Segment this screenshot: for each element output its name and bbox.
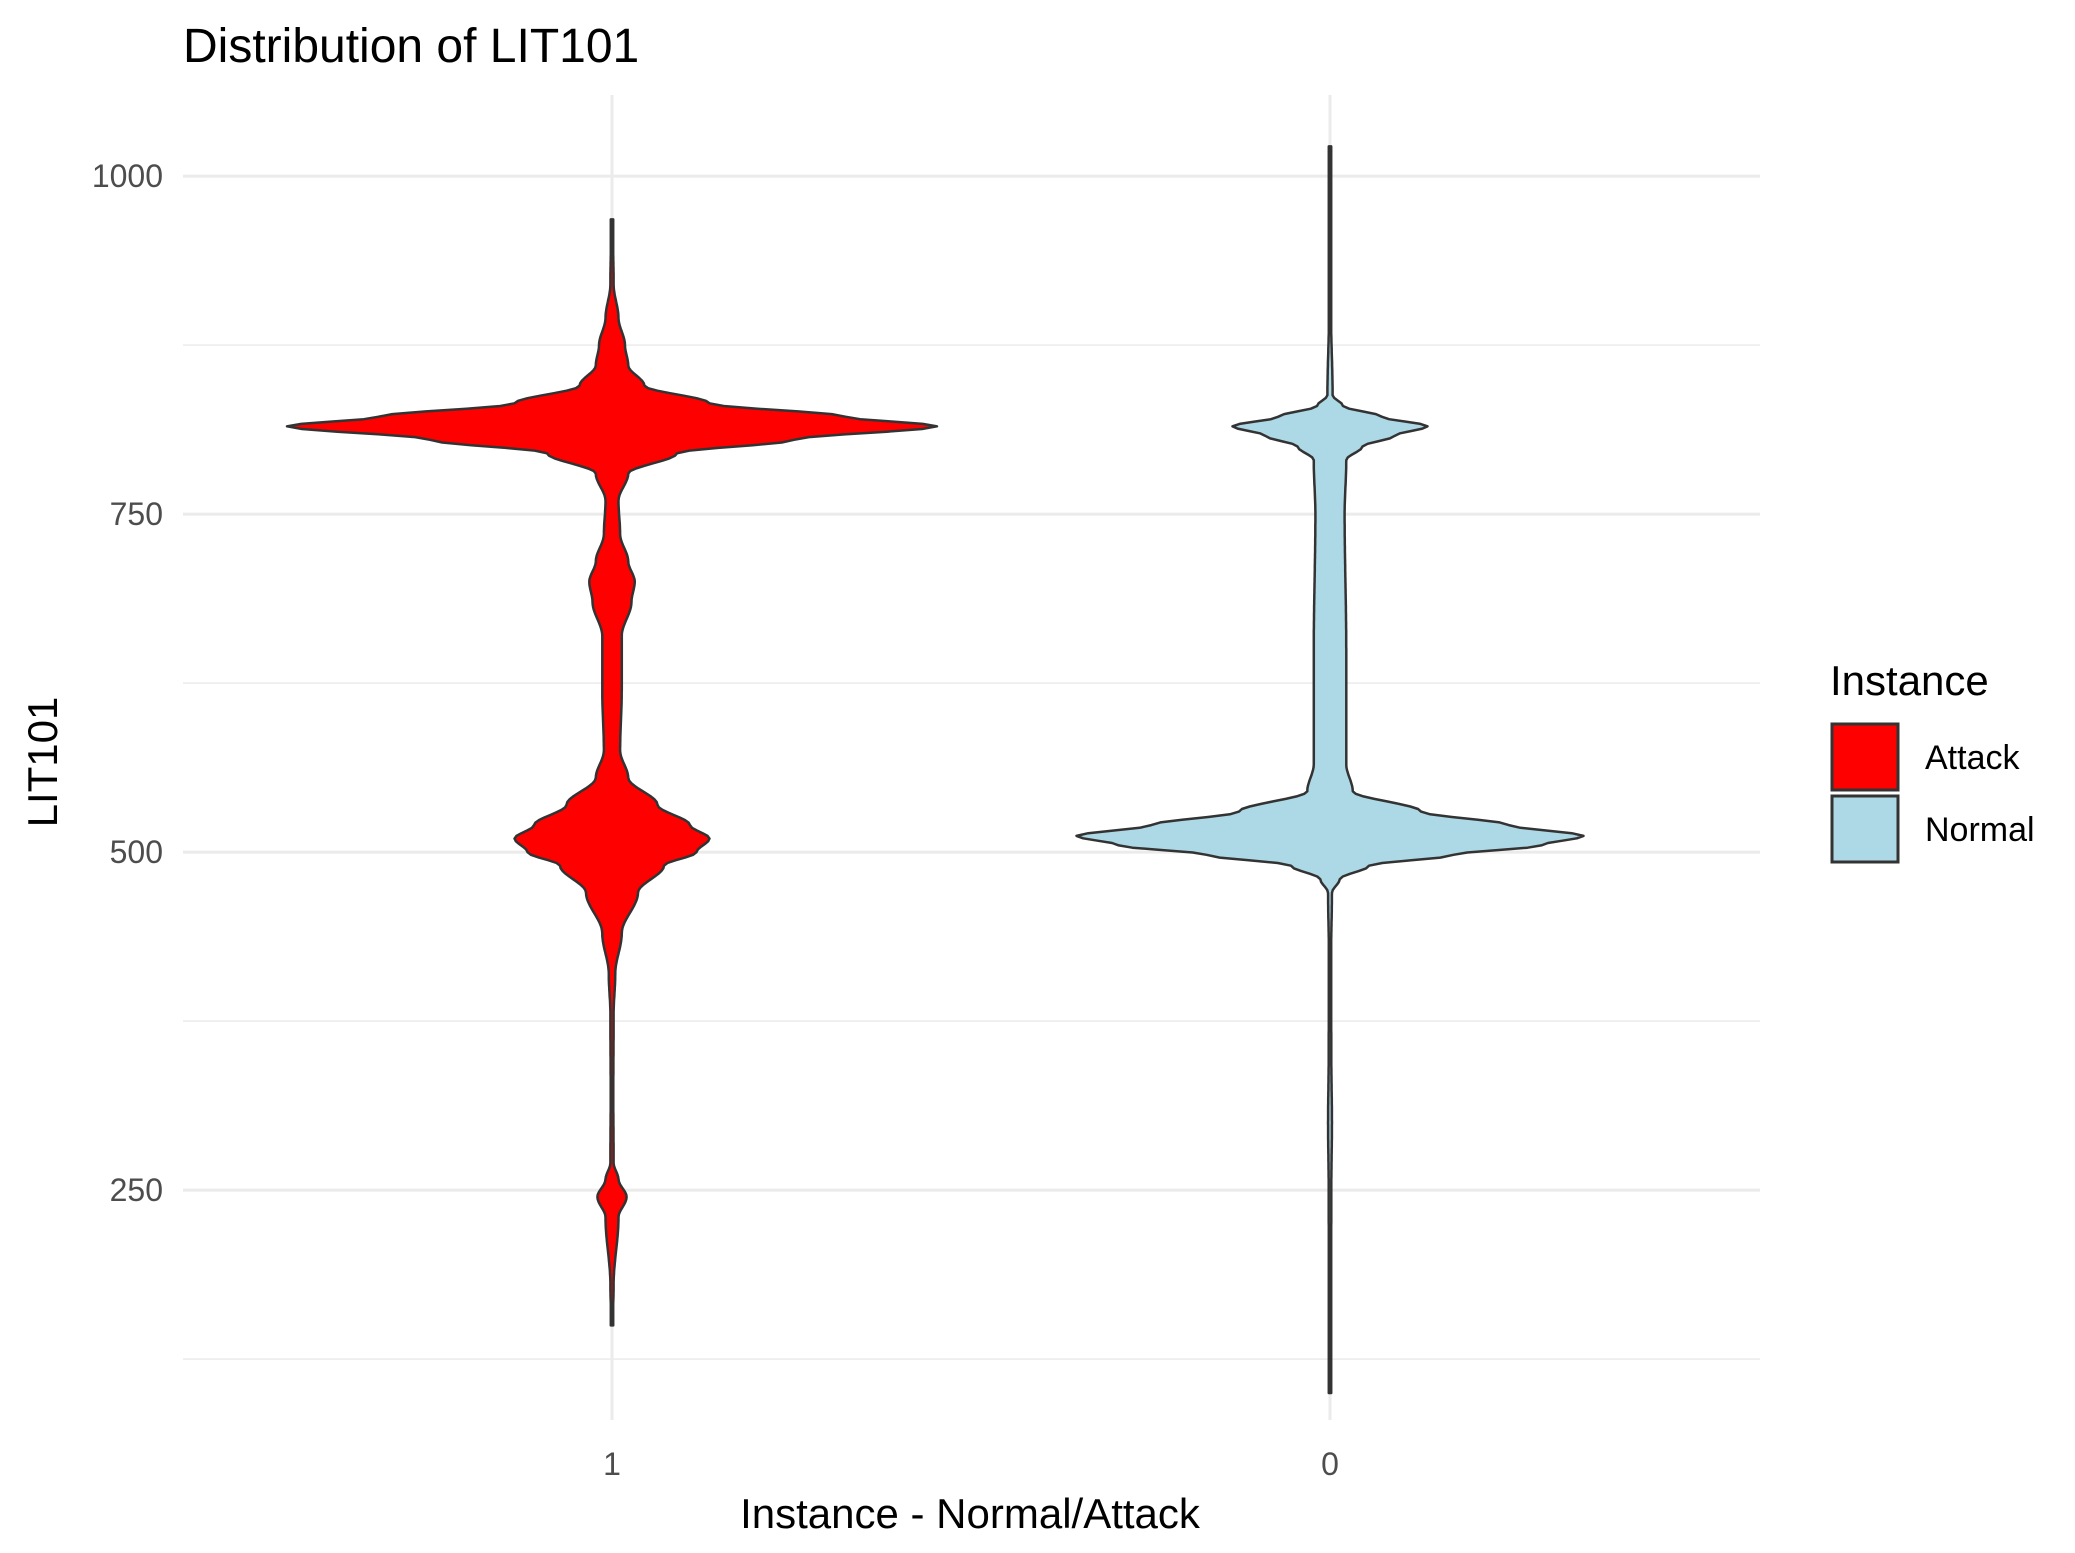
chart-title: Distribution of LIT101 (183, 20, 639, 73)
y-tick-label: 500 (110, 834, 163, 870)
y-tick-label: 750 (110, 496, 163, 532)
violin-normal (1075, 145, 1585, 1395)
legend-title: Instance (1830, 657, 1989, 704)
legend-label-normal: Normal (1925, 811, 2035, 849)
y-tick-label: 1000 (92, 158, 163, 194)
x-tick-label: 1 (603, 1446, 621, 1482)
y-axis-title: LIT101 (19, 697, 66, 828)
y-tick-labels: 250 500 750 1000 (92, 158, 163, 1208)
legend-label-attack: Attack (1925, 739, 2020, 777)
x-tick-label: 0 (1321, 1446, 1339, 1482)
legend-swatch-attack (1830, 722, 1900, 792)
y-tick-label: 250 (110, 1172, 163, 1208)
legend: Instance Attack Normal (1830, 657, 2035, 864)
x-axis-title: Instance - Normal/Attack (740, 1490, 1201, 1537)
grid (183, 95, 1760, 1420)
legend-swatch-normal (1830, 794, 1900, 864)
violins (285, 145, 1585, 1395)
violin-attack (285, 218, 939, 1327)
